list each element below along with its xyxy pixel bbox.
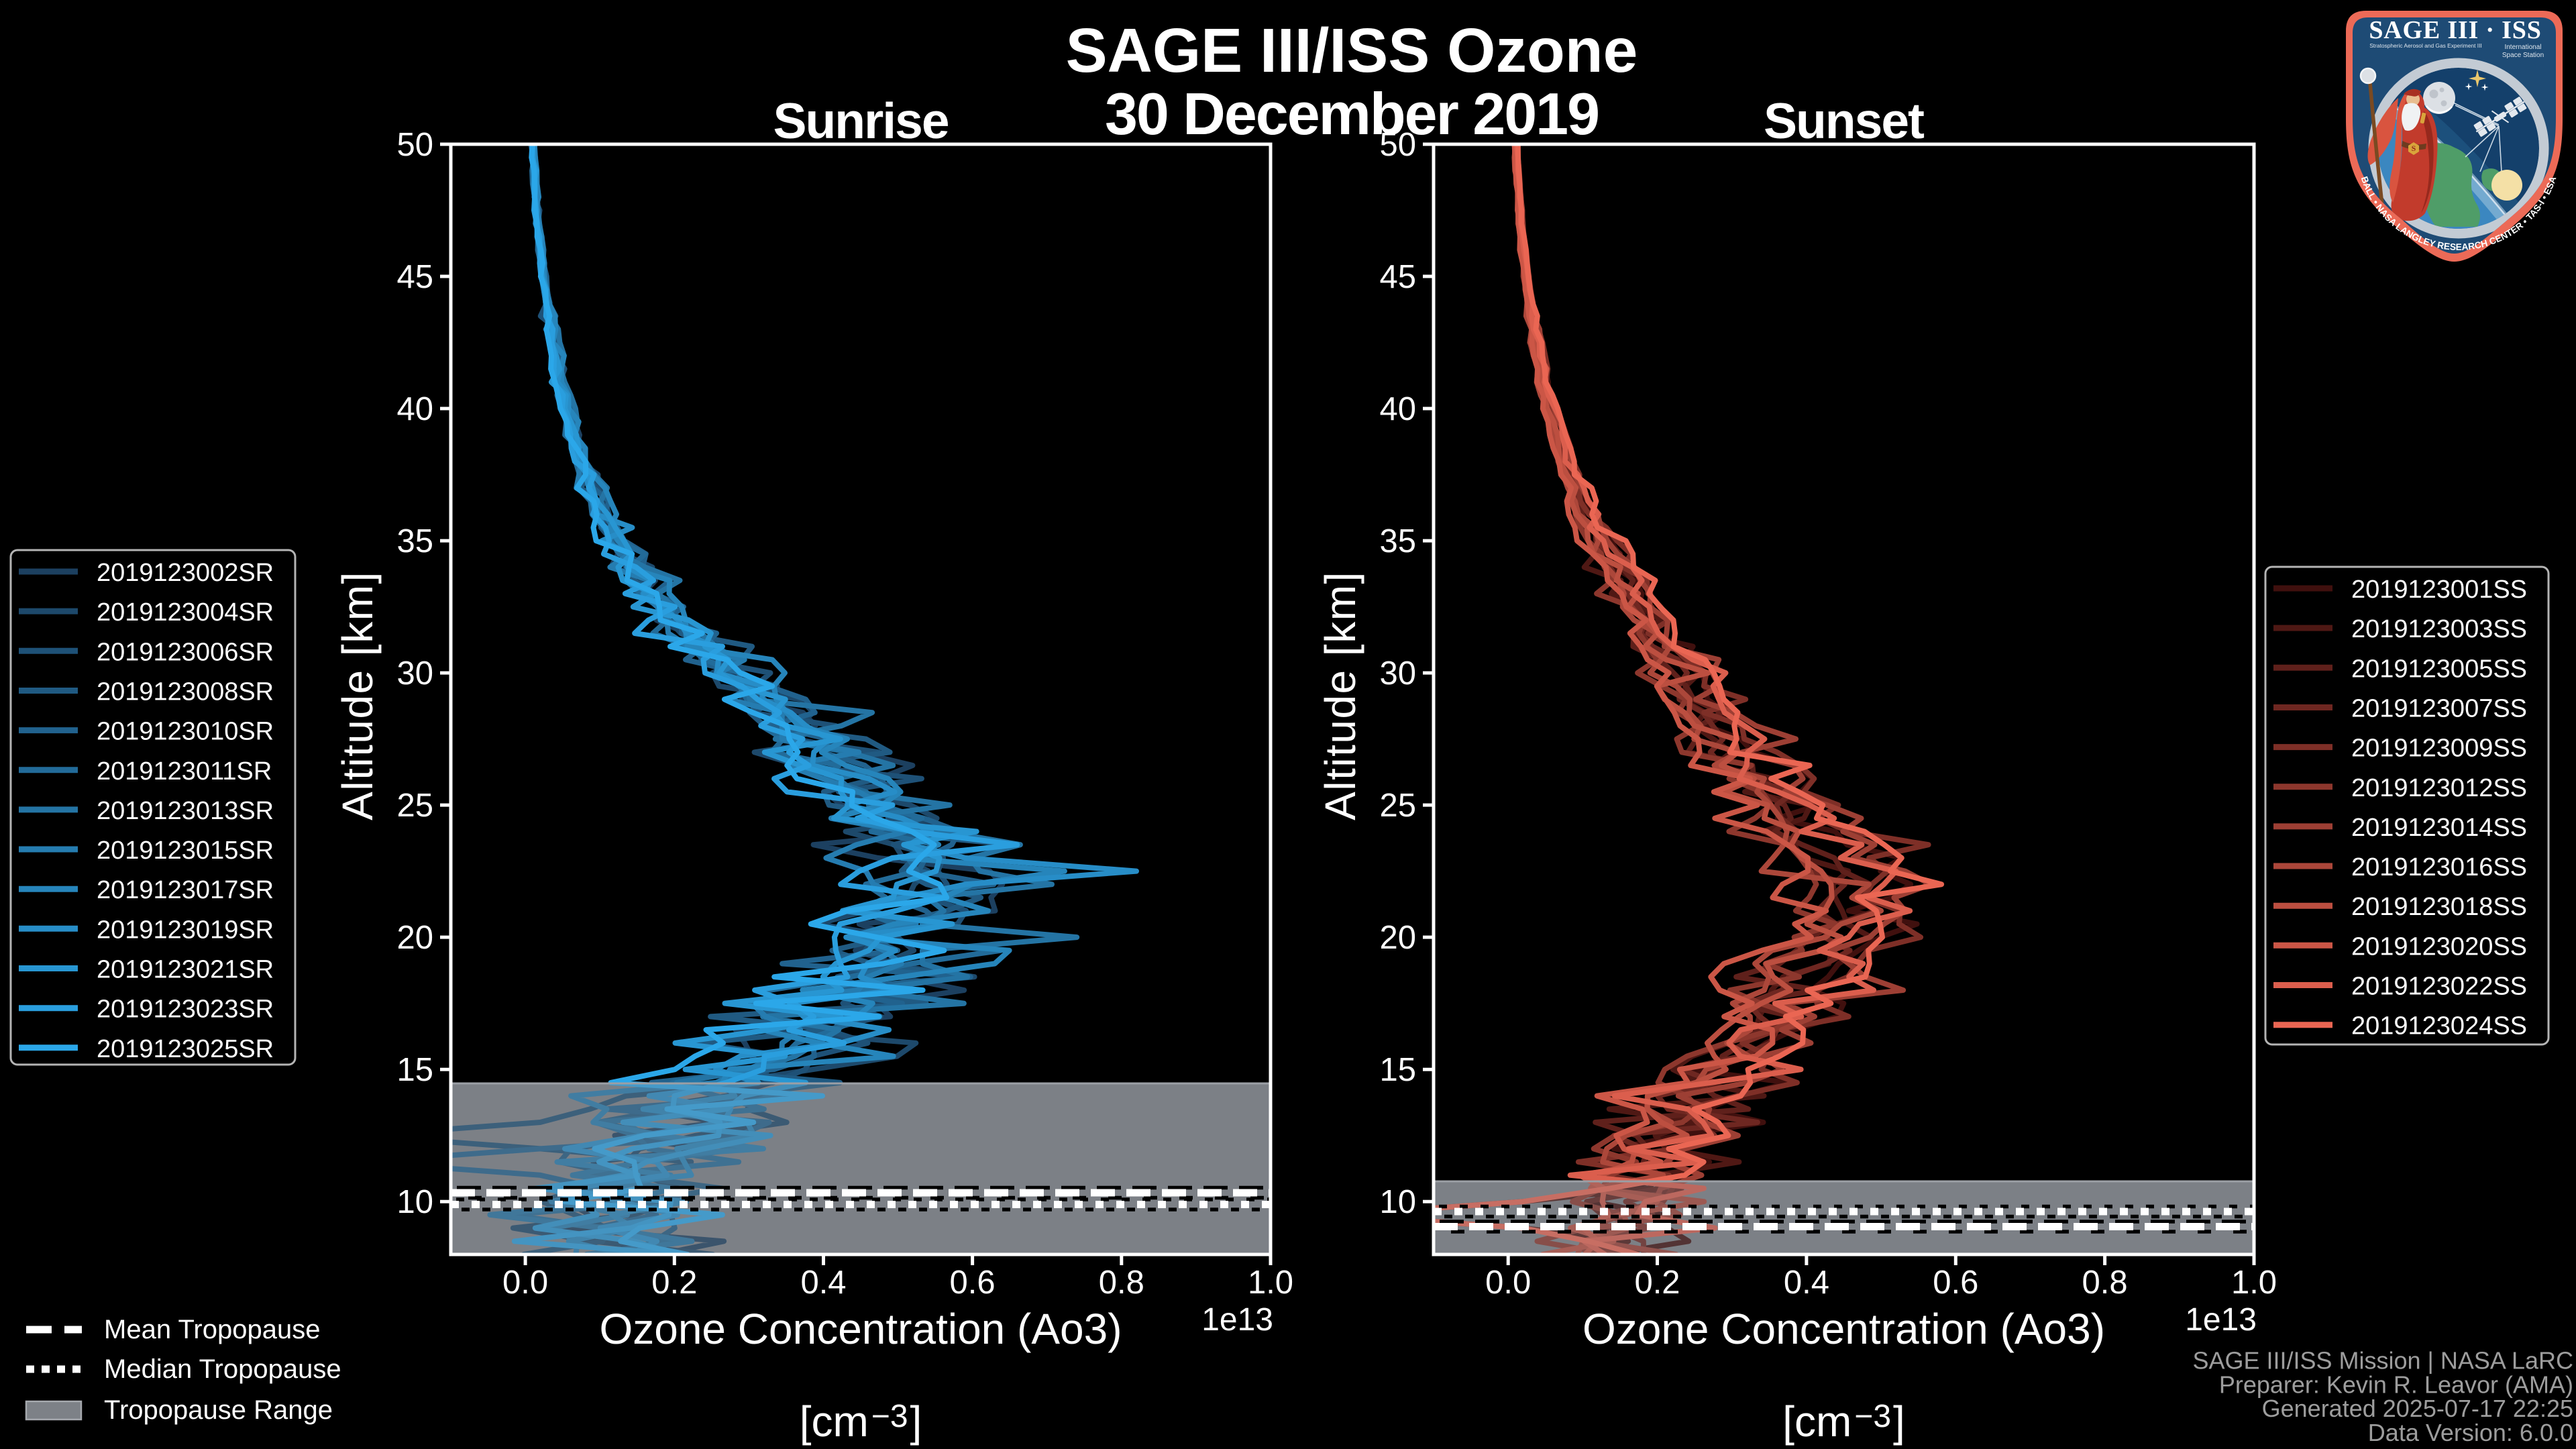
svg-text:0.2: 0.2: [651, 1265, 697, 1301]
svg-text:2019123006SR: 2019123006SR: [97, 638, 274, 666]
svg-text:2019123008SR: 2019123008SR: [97, 678, 274, 706]
svg-text:1.0: 1.0: [2231, 1265, 2277, 1301]
svg-text:2019123015SR: 2019123015SR: [97, 837, 274, 865]
svg-text:30 December 2019: 30 December 2019: [1105, 80, 1599, 147]
svg-text:Ozone Concentration (Ao3): Ozone Concentration (Ao3): [599, 1305, 1122, 1353]
svg-text:50: 50: [396, 127, 433, 163]
svg-text:2019123024SS: 2019123024SS: [2351, 1012, 2527, 1040]
svg-text:2019123016SS: 2019123016SS: [2351, 853, 2527, 881]
svg-text:S: S: [2412, 144, 2416, 153]
svg-text:Generated 2025-07-17 22:25: Generated 2025-07-17 22:25: [2262, 1395, 2573, 1422]
svg-text:30: 30: [1379, 655, 1416, 692]
svg-text:Ozone Concentration (Ao3): Ozone Concentration (Ao3): [1582, 1305, 2105, 1353]
svg-text:Sunset: Sunset: [1764, 93, 1925, 149]
svg-text:0.2: 0.2: [1634, 1265, 1680, 1301]
svg-text:15: 15: [1379, 1052, 1416, 1088]
svg-text:45: 45: [396, 259, 433, 295]
svg-text:2019123017SR: 2019123017SR: [97, 876, 274, 904]
svg-text:40: 40: [396, 391, 433, 427]
svg-text:[cm−3]: [cm−3]: [1782, 1397, 1905, 1446]
svg-text:15: 15: [396, 1052, 433, 1088]
svg-text:0.6: 0.6: [1933, 1265, 1978, 1301]
svg-text:Median Tropopause: Median Tropopause: [104, 1354, 341, 1384]
svg-text:2019123010SR: 2019123010SR: [97, 718, 274, 746]
svg-text:2019123001SS: 2019123001SS: [2351, 576, 2527, 604]
svg-text:1e13: 1e13: [2185, 1302, 2257, 1338]
svg-text:0.6: 0.6: [950, 1265, 996, 1301]
svg-text:Sunrise: Sunrise: [773, 93, 948, 149]
svg-text:35: 35: [396, 523, 433, 559]
svg-text:2019123020SS: 2019123020SS: [2351, 932, 2527, 961]
svg-text:45: 45: [1379, 259, 1416, 295]
svg-text:2019123014SS: 2019123014SS: [2351, 814, 2527, 842]
svg-text:Tropopause Range: Tropopause Range: [104, 1395, 333, 1425]
svg-text:2019123022SS: 2019123022SS: [2351, 973, 2527, 1001]
svg-text:2019123003SS: 2019123003SS: [2351, 615, 2527, 643]
svg-text:2019123025SR: 2019123025SR: [97, 1035, 274, 1063]
svg-text:0.4: 0.4: [800, 1265, 846, 1301]
svg-text:0.4: 0.4: [1784, 1265, 1829, 1301]
svg-text:50: 50: [1379, 127, 1416, 163]
svg-text:10: 10: [1379, 1184, 1416, 1220]
svg-text:2019123002SR: 2019123002SR: [97, 559, 274, 587]
svg-text:35: 35: [1379, 523, 1416, 559]
svg-text:2019123005SS: 2019123005SS: [2351, 655, 2527, 683]
svg-text:Preparer: Kevin R. Leavor (AMA: Preparer: Kevin R. Leavor (AMA): [2219, 1371, 2573, 1398]
svg-text:2019123013SR: 2019123013SR: [97, 797, 274, 825]
svg-text:2019123012SS: 2019123012SS: [2351, 774, 2527, 802]
svg-text:2019123018SS: 2019123018SS: [2351, 893, 2527, 921]
svg-text:SAGE III · ISS: SAGE III · ISS: [2369, 16, 2541, 44]
svg-text:SAGE III/ISS Ozone: SAGE III/ISS Ozone: [1066, 15, 1638, 85]
svg-text:2019123019SR: 2019123019SR: [97, 916, 274, 944]
svg-text:0.8: 0.8: [2082, 1265, 2128, 1301]
svg-text:20: 20: [1379, 920, 1416, 956]
svg-text:40: 40: [1379, 391, 1416, 427]
svg-text:Altitude [km]: Altitude [km]: [333, 571, 382, 820]
svg-text:2019123009SS: 2019123009SS: [2351, 735, 2527, 763]
svg-text:30: 30: [396, 655, 433, 692]
svg-text:0.8: 0.8: [1099, 1265, 1144, 1301]
svg-text:0.0: 0.0: [502, 1265, 548, 1301]
svg-text:25: 25: [1379, 788, 1416, 824]
svg-text:Altitude [km]: Altitude [km]: [1316, 571, 1364, 820]
svg-text:25: 25: [396, 788, 433, 824]
svg-text:2019123011SR: 2019123011SR: [97, 757, 272, 786]
svg-text:SAGE III/ISS Mission | NASA La: SAGE III/ISS Mission | NASA LaRC: [2192, 1347, 2573, 1375]
svg-text:10: 10: [396, 1184, 433, 1220]
svg-text:1.0: 1.0: [1248, 1265, 1293, 1301]
svg-text:2019123021SR: 2019123021SR: [97, 956, 274, 984]
svg-text:International: International: [2504, 44, 2541, 51]
svg-text:0.0: 0.0: [1485, 1265, 1531, 1301]
svg-text:2019123023SR: 2019123023SR: [97, 996, 274, 1024]
svg-text:Stratospheric Aerosol and Gas: Stratospheric Aerosol and Gas Experiment…: [2369, 42, 2482, 49]
svg-text:Data Version: 6.0.0: Data Version: 6.0.0: [2368, 1419, 2573, 1446]
svg-text:Space Station: Space Station: [2502, 52, 2544, 59]
svg-text:20: 20: [396, 920, 433, 956]
svg-text:2019123004SR: 2019123004SR: [97, 598, 274, 627]
svg-text:Mean Tropopause: Mean Tropopause: [104, 1315, 320, 1344]
svg-text:1e13: 1e13: [1201, 1302, 1273, 1338]
svg-text:2019123007SS: 2019123007SS: [2351, 695, 2527, 723]
